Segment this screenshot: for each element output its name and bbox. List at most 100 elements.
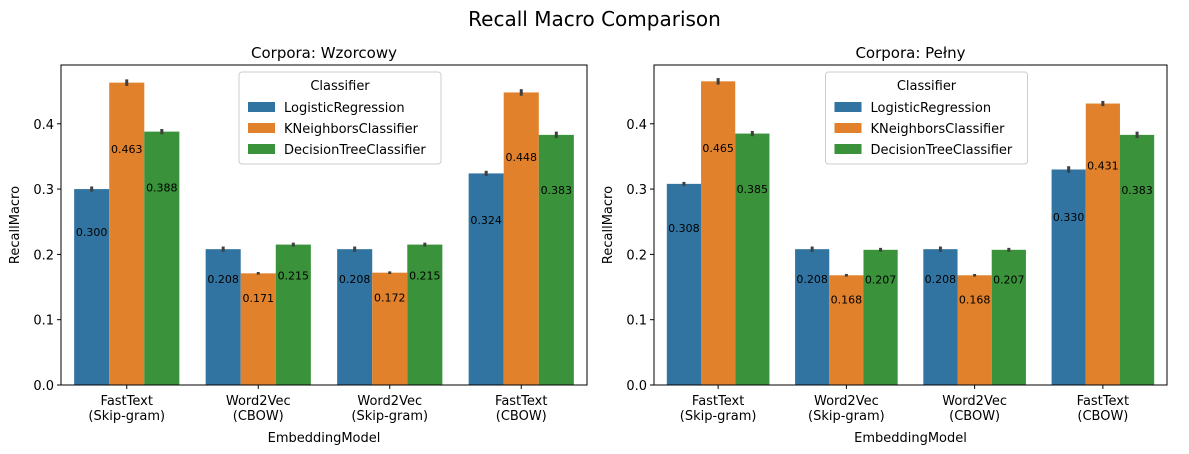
bar xyxy=(205,249,241,385)
bar xyxy=(829,275,864,385)
legend-swatch xyxy=(834,102,862,112)
bar xyxy=(1051,169,1086,385)
axes-frame xyxy=(60,64,588,386)
bar-value-label: 0.215 xyxy=(409,269,441,282)
bar xyxy=(275,244,311,385)
y-axis-label: RecallMacro xyxy=(601,186,616,264)
y-tick-label: 0.1 xyxy=(626,314,647,329)
bar-value-label: 0.383 xyxy=(541,184,573,197)
bar xyxy=(109,82,145,385)
legend-entry: LogisticRegression xyxy=(284,101,405,116)
bar xyxy=(1119,134,1155,385)
bar xyxy=(957,275,992,385)
bar-value-label: 0.171 xyxy=(243,292,275,305)
x-tick-label: (CBOW) xyxy=(233,409,284,424)
x-axis-label: EmbeddingModel xyxy=(854,431,967,446)
bar-value-label: 0.208 xyxy=(339,273,371,286)
bar xyxy=(74,189,110,385)
bar-value-label: 0.207 xyxy=(865,274,897,287)
x-tick-label: (Skip-gram) xyxy=(808,409,885,424)
bar-value-label: 0.172 xyxy=(374,291,406,304)
bar xyxy=(735,133,770,385)
y-tick-label: 0.1 xyxy=(33,314,54,329)
x-tick-label: Word2Vec xyxy=(357,394,422,409)
x-tick-label: (Skip-gram) xyxy=(88,409,165,424)
x-tick-label: Word2Vec xyxy=(226,394,291,409)
chart-panel-wzorcowy: Corpora: Wzorcowy 0.300 0.208 0.208 0.324 0.4… xyxy=(8,44,588,446)
x-tick-label: FastText xyxy=(692,394,744,409)
legend: Classifier LogisticRegression KNeighborsCl… xyxy=(238,71,442,165)
x-tick-label: Word2Vec xyxy=(814,394,879,409)
bar-value-label: 0.431 xyxy=(1087,159,1119,172)
legend-title: Classifier xyxy=(897,79,957,94)
x-axis-label: EmbeddingModel xyxy=(268,431,381,446)
bar xyxy=(666,183,702,385)
bar xyxy=(468,173,504,385)
y-tick-label: 0.4 xyxy=(626,118,647,133)
y-tick-label: 0.4 xyxy=(33,118,54,133)
bar xyxy=(337,249,373,385)
bar xyxy=(795,249,830,385)
bar xyxy=(923,249,958,385)
chart-panel-pelny: Corpora: Pełny 0.308 0.208 0.208 0.330 0.465 0… xyxy=(601,44,1168,446)
bar-value-label: 0.324 xyxy=(470,214,502,227)
y-tick-label: 0.2 xyxy=(626,248,647,263)
x-tick-label: (CBOW) xyxy=(1077,409,1128,424)
y-axis-label: RecallMacro xyxy=(8,186,23,264)
bar xyxy=(503,92,539,385)
bar-value-label: 0.208 xyxy=(925,273,957,286)
legend-entry: KNeighborsClassifier xyxy=(871,122,1006,137)
y-tick-label: 0.3 xyxy=(33,183,54,198)
bar xyxy=(407,244,443,385)
legend-swatch xyxy=(834,123,862,133)
legend-box xyxy=(825,71,1028,165)
panel-title: Corpora: Wzorcowy xyxy=(251,44,397,62)
bar-value-label: 0.168 xyxy=(959,293,991,306)
bar-value-label: 0.385 xyxy=(737,183,769,196)
y-tick-label: 0.2 xyxy=(33,248,54,263)
legend-title: Classifier xyxy=(310,79,370,94)
bar xyxy=(240,273,276,385)
x-tick-label: (CBOW) xyxy=(496,409,547,424)
legend-entry: KNeighborsClassifier xyxy=(284,122,419,137)
bar-value-label: 0.388 xyxy=(146,181,178,194)
bar xyxy=(538,134,574,385)
y-tick-label: 0.0 xyxy=(626,379,647,394)
x-tick-label: (CBOW) xyxy=(949,409,1000,424)
bar-value-label: 0.215 xyxy=(278,269,310,282)
bar-value-label: 0.168 xyxy=(831,293,863,306)
axes-frame xyxy=(653,64,1168,386)
legend-swatch xyxy=(248,144,275,154)
bar xyxy=(863,249,898,385)
legend-swatch xyxy=(248,123,275,133)
bar-value-label: 0.465 xyxy=(702,142,734,155)
bar xyxy=(372,272,408,385)
bar-value-label: 0.207 xyxy=(993,274,1025,287)
bar-value-label: 0.300 xyxy=(76,226,108,239)
bar-value-label: 0.448 xyxy=(506,151,538,164)
bar-value-label: 0.383 xyxy=(1121,184,1153,197)
bar-value-label: 0.463 xyxy=(111,143,143,156)
bar-value-label: 0.308 xyxy=(668,222,700,235)
legend: Classifier LogisticRegression KNeighborsCl… xyxy=(825,71,1028,165)
legend-entry: DecisionTreeClassifier xyxy=(284,143,426,158)
y-tick-label: 0.3 xyxy=(626,183,647,198)
bar xyxy=(144,131,180,385)
x-tick-label: FastText xyxy=(1077,394,1129,409)
x-tick-label: (Skip-gram) xyxy=(680,409,757,424)
bar xyxy=(991,249,1026,385)
y-tick-label: 0.0 xyxy=(33,379,54,394)
legend-box xyxy=(238,71,442,165)
legend-entry: LogisticRegression xyxy=(871,101,992,116)
bar-value-label: 0.208 xyxy=(796,273,828,286)
x-tick-label: FastText xyxy=(495,394,547,409)
x-tick-label: FastText xyxy=(101,394,153,409)
bar xyxy=(1085,103,1120,385)
bar-value-label: 0.330 xyxy=(1053,211,1085,224)
x-tick-label: (Skip-gram) xyxy=(351,409,428,424)
legend-swatch xyxy=(834,144,862,154)
x-tick-label: Word2Vec xyxy=(942,394,1007,409)
legend-swatch xyxy=(248,102,275,112)
panel-title: Corpora: Pełny xyxy=(855,44,965,62)
